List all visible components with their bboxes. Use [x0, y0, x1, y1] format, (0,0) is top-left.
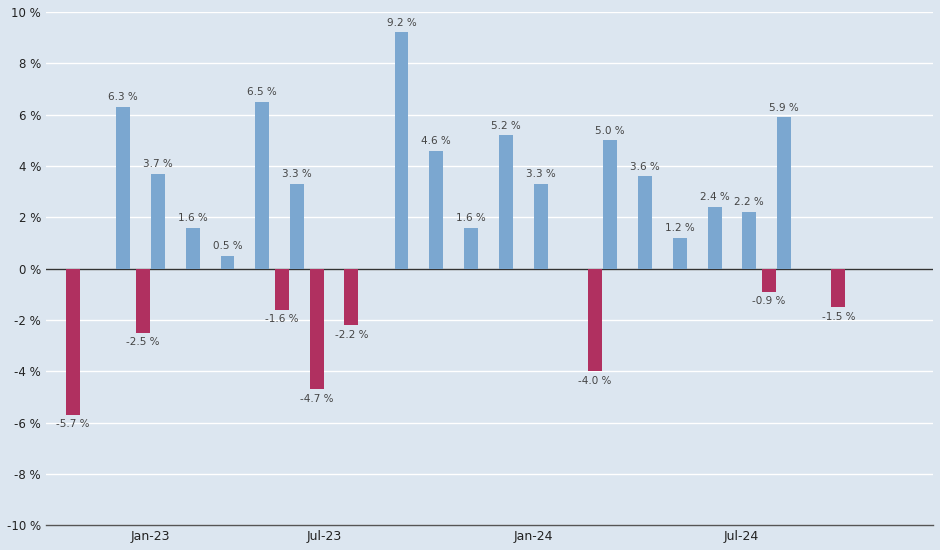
Text: -4.0 %: -4.0 %	[578, 376, 612, 386]
Bar	[603, 140, 618, 268]
Bar	[290, 184, 304, 268]
Text: 1.6 %: 1.6 %	[178, 213, 208, 223]
Text: 2.2 %: 2.2 %	[734, 197, 764, 207]
Bar	[832, 268, 845, 307]
Text: 4.6 %: 4.6 %	[421, 136, 451, 146]
Bar	[135, 268, 149, 333]
Text: -2.5 %: -2.5 %	[126, 337, 160, 348]
Bar	[344, 268, 358, 325]
Bar	[638, 176, 652, 268]
Bar	[274, 268, 289, 310]
Bar	[588, 268, 602, 371]
Text: -2.2 %: -2.2 %	[335, 329, 368, 340]
Bar	[708, 207, 722, 268]
Bar	[186, 228, 199, 268]
Bar	[673, 238, 687, 268]
Text: 6.3 %: 6.3 %	[108, 92, 138, 102]
Bar	[151, 174, 164, 268]
Text: -1.6 %: -1.6 %	[265, 314, 299, 324]
Text: 3.7 %: 3.7 %	[143, 159, 173, 169]
Text: 5.0 %: 5.0 %	[595, 125, 625, 136]
Bar	[395, 32, 409, 268]
Bar	[743, 212, 757, 268]
Bar	[117, 107, 130, 268]
Text: 5.2 %: 5.2 %	[491, 120, 521, 130]
Bar	[256, 102, 269, 268]
Bar	[534, 184, 548, 268]
Text: -4.7 %: -4.7 %	[300, 394, 334, 404]
Bar	[762, 268, 775, 292]
Text: 6.5 %: 6.5 %	[247, 87, 277, 97]
Bar	[221, 256, 234, 268]
Bar	[430, 151, 444, 268]
Text: 1.6 %: 1.6 %	[456, 213, 486, 223]
Text: 5.9 %: 5.9 %	[769, 102, 799, 113]
Bar	[66, 268, 80, 415]
Text: 1.2 %: 1.2 %	[665, 223, 695, 233]
Text: 3.3 %: 3.3 %	[282, 169, 312, 179]
Text: -1.5 %: -1.5 %	[822, 312, 855, 322]
Text: 9.2 %: 9.2 %	[386, 18, 416, 28]
Bar	[309, 268, 323, 389]
Text: 2.4 %: 2.4 %	[699, 192, 729, 202]
Bar	[499, 135, 513, 268]
Bar	[777, 117, 791, 268]
Text: 3.6 %: 3.6 %	[630, 162, 660, 172]
Text: -0.9 %: -0.9 %	[752, 296, 786, 306]
Text: 3.3 %: 3.3 %	[525, 169, 556, 179]
Text: 0.5 %: 0.5 %	[212, 241, 243, 251]
Bar	[464, 228, 478, 268]
Text: -5.7 %: -5.7 %	[56, 420, 90, 430]
